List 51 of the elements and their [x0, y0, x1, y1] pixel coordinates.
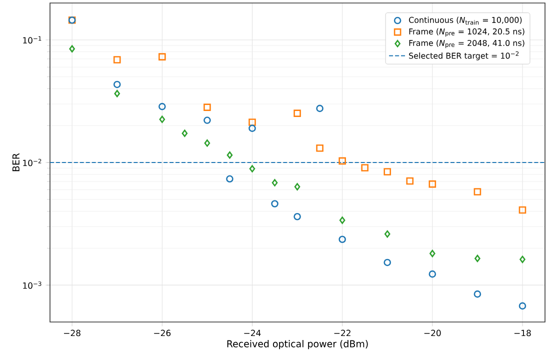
point: [384, 258, 392, 266]
point: [384, 168, 392, 176]
point: [338, 157, 346, 165]
point: [248, 118, 256, 126]
point: [158, 102, 166, 110]
point: [474, 290, 482, 298]
point: [69, 45, 75, 52]
point: [361, 164, 368, 172]
point: [384, 230, 390, 238]
point: [339, 216, 346, 224]
x-tick-label: −20: [424, 330, 441, 336]
point: [226, 151, 233, 159]
point: [518, 206, 526, 214]
point: [294, 212, 301, 220]
x-tick-label: −28: [64, 330, 80, 336]
point: [249, 165, 256, 172]
point: [182, 130, 188, 137]
point: [114, 90, 120, 98]
point: [159, 116, 166, 123]
y-axis-title: BER: [12, 153, 20, 172]
point: [406, 177, 414, 185]
point: [158, 53, 166, 60]
point: [316, 104, 324, 112]
point: [316, 144, 324, 152]
point: [204, 104, 211, 111]
point: [520, 256, 526, 264]
point: [474, 188, 482, 196]
point: [474, 254, 480, 262]
point: [428, 270, 436, 278]
x-tick-label: −22: [334, 330, 350, 336]
point: [428, 180, 436, 188]
point: [294, 183, 300, 190]
y-tick-label: 10$^{−3}$: [23, 281, 42, 289]
point: [338, 236, 346, 244]
y-tick-label: 10$^{−1}$: [23, 36, 42, 44]
point: [113, 56, 121, 64]
point: [271, 200, 278, 208]
x-tick-label: −24: [244, 330, 261, 336]
point: [430, 250, 436, 258]
y-tick-label: 10$^{−2}$: [23, 158, 42, 166]
point: [272, 179, 278, 186]
x-tick-label: −18: [514, 330, 531, 336]
x-axis-title: Received optical power (dBm): [227, 340, 368, 350]
point: [518, 302, 526, 310]
point: [204, 116, 211, 124]
point: [113, 80, 121, 88]
point: [204, 139, 210, 147]
point: [226, 175, 234, 183]
point: [248, 124, 256, 132]
x-tick-label: −26: [154, 330, 171, 336]
point: [294, 110, 301, 117]
